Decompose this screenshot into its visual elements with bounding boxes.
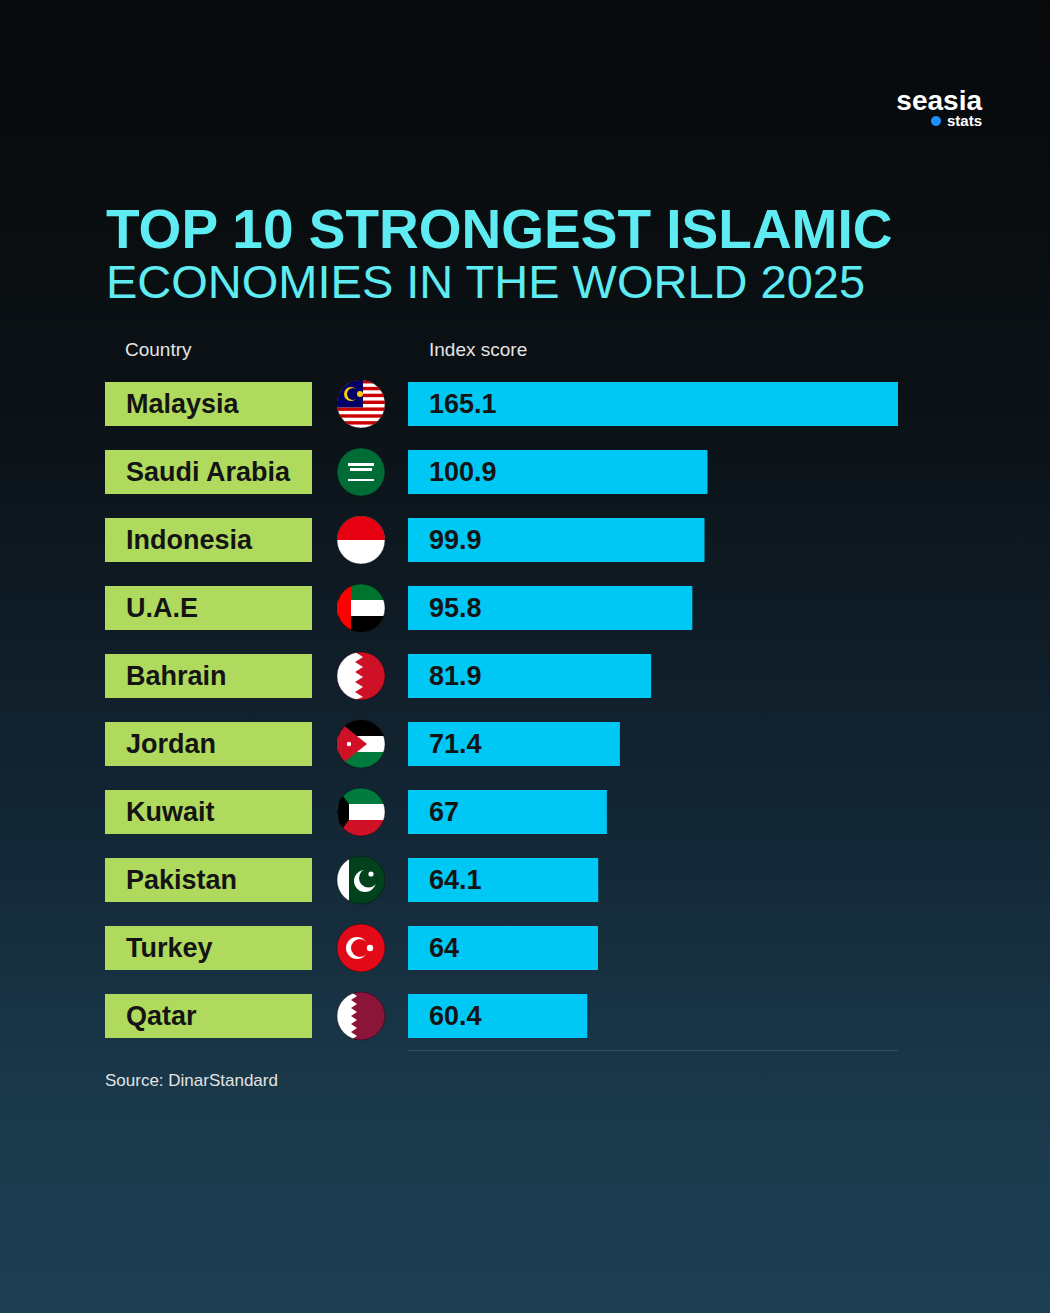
svg-text:165.1: 165.1 bbox=[429, 389, 497, 419]
svg-text:TOP 10 STRONGEST ISLAMIC: TOP 10 STRONGEST ISLAMIC bbox=[106, 198, 892, 260]
svg-text:Index score: Index score bbox=[429, 339, 527, 360]
svg-text:100.9: 100.9 bbox=[429, 457, 497, 487]
svg-text:64: 64 bbox=[429, 933, 459, 963]
svg-text:Source: DinarStandard: Source: DinarStandard bbox=[105, 1071, 278, 1090]
svg-text:ECONOMIES IN THE WORLD 2025: ECONOMIES IN THE WORLD 2025 bbox=[106, 255, 865, 308]
svg-text:Saudi Arabia: Saudi Arabia bbox=[126, 457, 291, 487]
svg-text:95.8: 95.8 bbox=[429, 593, 482, 623]
svg-text:Kuwait: Kuwait bbox=[126, 797, 215, 827]
svg-text:71.4: 71.4 bbox=[429, 729, 482, 759]
svg-text:Malaysia: Malaysia bbox=[126, 389, 240, 419]
svg-text:64.1: 64.1 bbox=[429, 865, 482, 895]
svg-text:stats: stats bbox=[947, 112, 982, 129]
svg-text:Pakistan: Pakistan bbox=[126, 865, 237, 895]
svg-text:Bahrain: Bahrain bbox=[126, 661, 227, 691]
svg-text:Indonesia: Indonesia bbox=[126, 525, 253, 555]
svg-text:U.A.E: U.A.E bbox=[126, 593, 198, 623]
svg-text:60.4: 60.4 bbox=[429, 1001, 482, 1031]
svg-text:67: 67 bbox=[429, 797, 459, 827]
svg-text:Turkey: Turkey bbox=[126, 933, 213, 963]
svg-text:81.9: 81.9 bbox=[429, 661, 482, 691]
svg-text:Jordan: Jordan bbox=[126, 729, 216, 759]
svg-text:seasia: seasia bbox=[896, 85, 982, 116]
svg-text:Qatar: Qatar bbox=[126, 1001, 197, 1031]
svg-text:Country: Country bbox=[125, 339, 192, 360]
svg-text:99.9: 99.9 bbox=[429, 525, 482, 555]
